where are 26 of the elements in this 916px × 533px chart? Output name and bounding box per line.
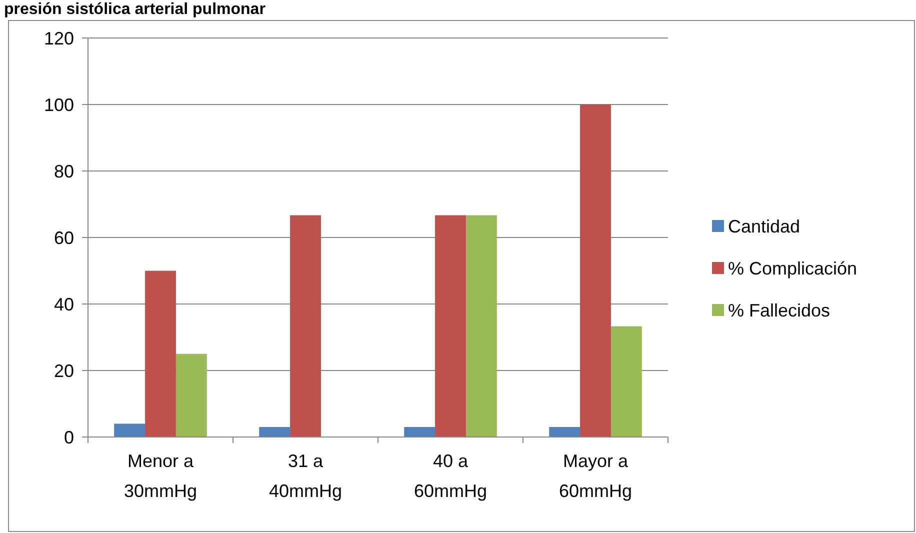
bar (114, 424, 146, 437)
bar (549, 427, 580, 437)
bar (176, 354, 207, 437)
y-tick-label: 100 (44, 94, 74, 115)
x-tick-label: Menor a 30mmHg (124, 451, 198, 501)
y-tick-label: 0 (64, 427, 74, 448)
bar (466, 215, 497, 437)
bar (580, 104, 611, 437)
chart-title: presión sistólica arterial pulmonar (4, 1, 266, 18)
legend-label: % Fallecidos (728, 300, 830, 320)
x-tick-label: Mayor a 60mmHg (558, 451, 632, 501)
bar (610, 326, 642, 437)
y-tick-label: 80 (54, 161, 74, 182)
y-tick-label: 120 (44, 28, 74, 48)
y-tick-label: 40 (54, 294, 74, 314)
legend-label: Cantidad (728, 216, 800, 236)
legend-label: % Complicación (728, 258, 858, 278)
bar (404, 427, 436, 437)
bar (145, 270, 176, 437)
bar (259, 427, 290, 437)
x-tick-label: 40 a 60mmHg (414, 451, 488, 501)
bar (290, 215, 321, 437)
x-tick-label: 31 a 40mmHg (268, 451, 342, 501)
bar (435, 215, 466, 437)
y-tick-label: 20 (54, 360, 74, 381)
y-tick-label: 60 (54, 228, 74, 248)
